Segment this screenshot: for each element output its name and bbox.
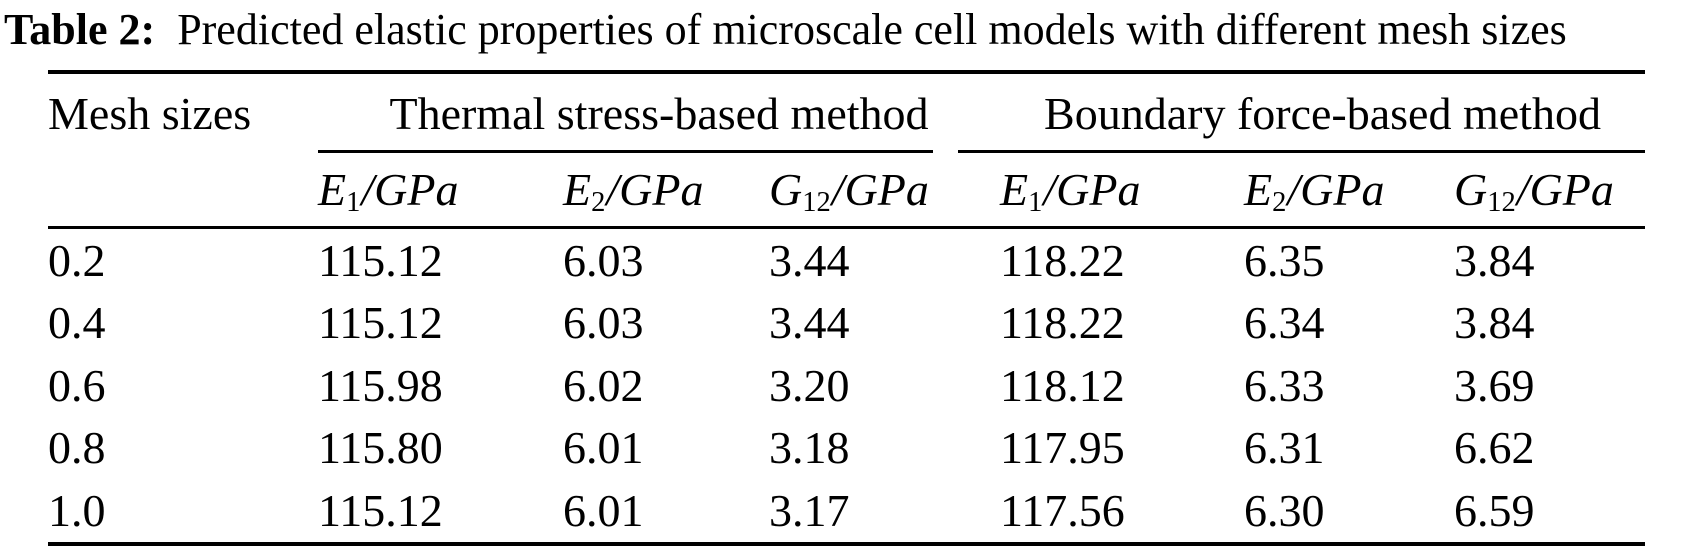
boundary-e2-value: 6.35: [1244, 235, 1325, 286]
table-subheader-row: E1/GPa E2/GPa G12/GPa E1/GPa E2/GPa G12/…: [48, 156, 1645, 224]
thermal-e2-value: 6.02: [563, 360, 644, 411]
table-row: 0.4 115.12 6.03 3.44 118.22 6.34 3.84: [48, 291, 1645, 354]
column-header-thermal-g12: G12/GPa: [769, 164, 929, 219]
boundary-e1-value: 117.56: [1000, 485, 1125, 536]
column-header-boundary-g12: G12/GPa: [1454, 164, 1614, 219]
table-row: 0.8 115.80 6.01 3.18 117.95 6.31 6.62: [48, 416, 1645, 479]
boundary-e2-value: 6.33: [1244, 360, 1325, 411]
table-row: 0.6 115.98 6.02 3.20 118.12 6.33 3.69: [48, 354, 1645, 417]
table-row: 0.2 115.12 6.03 3.44 118.22 6.35 3.84: [48, 229, 1645, 292]
table-top-rule: [48, 70, 1645, 74]
column-header-boundary-e2: E2/GPa: [1244, 164, 1385, 219]
thermal-e1-value: 115.98: [318, 360, 443, 411]
boundary-g12-value: 3.84: [1454, 297, 1535, 348]
thermal-g12-value: 3.20: [769, 360, 850, 411]
group-header-boundary-force-method: Boundary force-based method: [1044, 88, 1601, 139]
boundary-e1-value: 117.95: [1000, 422, 1125, 473]
boundary-g12-value: 6.59: [1454, 485, 1535, 536]
thermal-g12-value: 3.18: [769, 422, 850, 473]
boundary-g12-value: 3.84: [1454, 235, 1535, 286]
column-header-mesh-sizes: Mesh sizes: [48, 88, 252, 139]
table-caption: Table 2: Predicted elastic properties of …: [4, 2, 1684, 58]
table-caption-text: Predicted elastic properties of microsca…: [177, 5, 1567, 54]
thermal-e2-value: 6.01: [563, 485, 644, 536]
boundary-e2-value: 6.34: [1244, 297, 1325, 348]
table-row: 1.0 115.12 6.01 3.17 117.56 6.30 6.59: [48, 479, 1645, 542]
mesh-size-value: 0.2: [48, 235, 106, 286]
group-header-thermal-stress-method: Thermal stress-based method: [389, 88, 929, 139]
column-header-thermal-e2: E2/GPa: [563, 164, 704, 219]
column-header-boundary-e1: E1/GPa: [1000, 164, 1141, 219]
boundary-g12-value: 3.69: [1454, 360, 1535, 411]
thermal-g12-value: 3.17: [769, 485, 850, 536]
boundary-e1-value: 118.22: [1000, 297, 1125, 348]
mesh-size-value: 0.8: [48, 422, 106, 473]
boundary-e1-value: 118.22: [1000, 235, 1125, 286]
boundary-e1-value: 118.12: [1000, 360, 1125, 411]
thermal-e1-value: 115.12: [318, 235, 443, 286]
thermal-e1-value: 115.12: [318, 297, 443, 348]
boundary-e2-value: 6.30: [1244, 485, 1325, 536]
boundary-e2-value: 6.31: [1244, 422, 1325, 473]
mesh-size-value: 1.0: [48, 485, 106, 536]
thermal-e2-value: 6.03: [563, 235, 644, 286]
results-table: Mesh sizes Thermal stress-based method B…: [48, 70, 1645, 552]
table-header-separator-rule: [48, 226, 1645, 229]
thermal-e1-value: 115.12: [318, 485, 443, 536]
table-caption-number: Table 2:: [4, 5, 156, 54]
column-header-thermal-e1: E1/GPa: [318, 164, 459, 219]
thermal-g12-value: 3.44: [769, 235, 850, 286]
thermal-g12-value: 3.44: [769, 297, 850, 348]
thermal-e2-value: 6.01: [563, 422, 644, 473]
thermal-e1-value: 115.80: [318, 422, 443, 473]
table-bottom-rule: [48, 542, 1645, 546]
boundary-g12-value: 6.62: [1454, 422, 1535, 473]
mesh-size-value: 0.6: [48, 360, 106, 411]
boundary-group-underline-rule: [958, 150, 1645, 153]
thermal-group-underline-rule: [318, 150, 933, 153]
mesh-size-value: 0.4: [48, 297, 106, 348]
thermal-e2-value: 6.03: [563, 297, 644, 348]
table-group-header-row: Mesh sizes Thermal stress-based method B…: [48, 78, 1645, 150]
